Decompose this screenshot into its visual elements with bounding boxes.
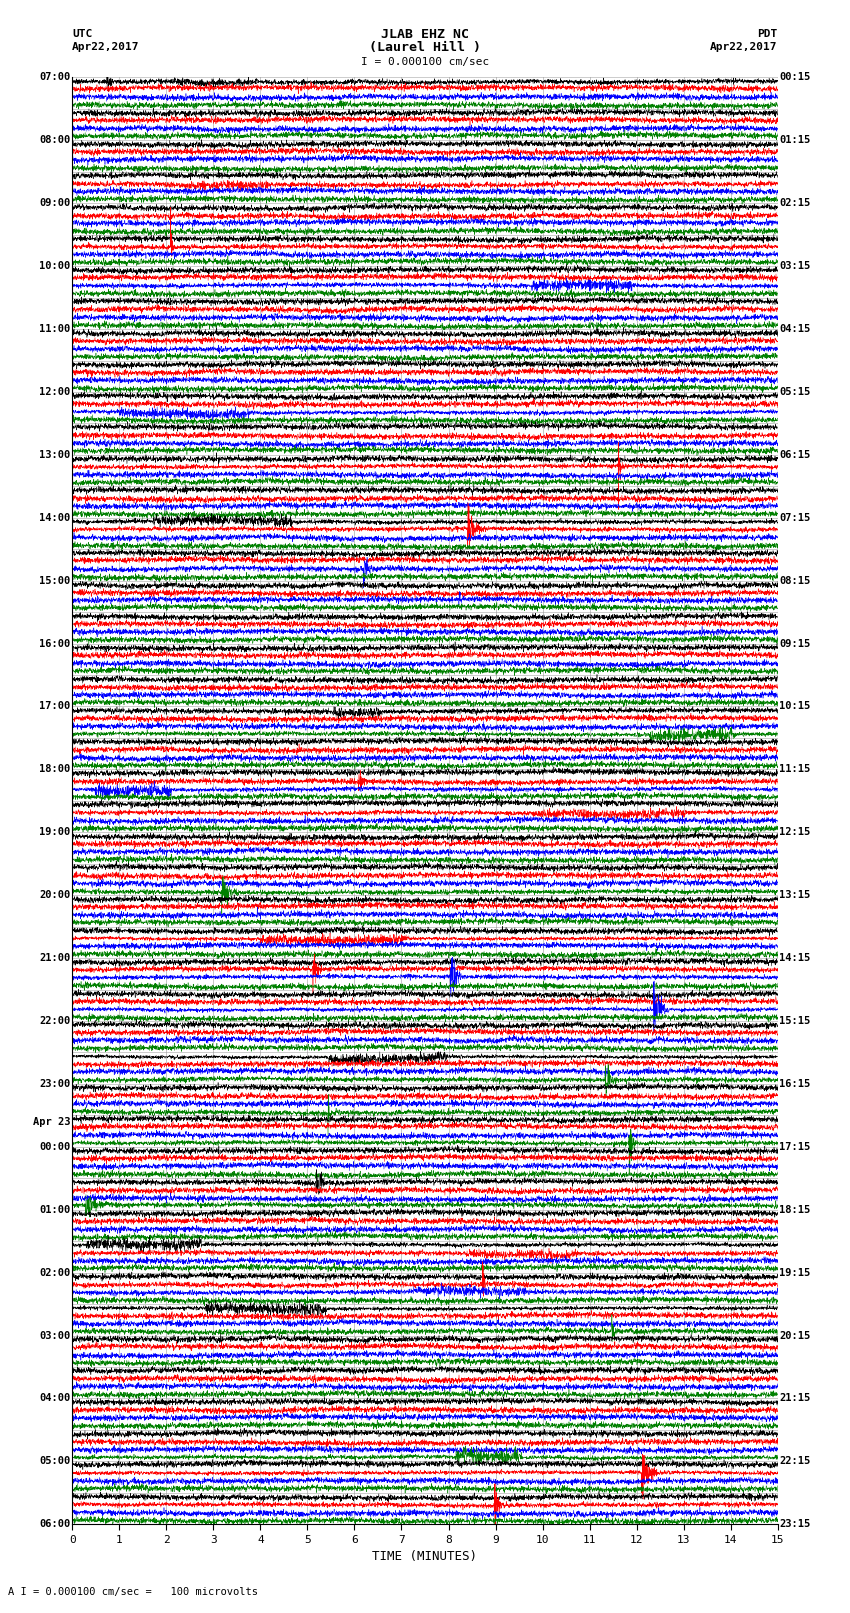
Text: 13:15: 13:15 [779,890,811,900]
Text: 08:00: 08:00 [39,135,71,145]
Text: 06:15: 06:15 [779,450,811,460]
Text: (Laurel Hill ): (Laurel Hill ) [369,40,481,53]
Text: 00:00: 00:00 [39,1142,71,1152]
X-axis label: TIME (MINUTES): TIME (MINUTES) [372,1550,478,1563]
Text: 00:15: 00:15 [779,73,811,82]
Text: 23:00: 23:00 [39,1079,71,1089]
Text: 12:15: 12:15 [779,827,811,837]
Text: 16:00: 16:00 [39,639,71,648]
Text: 07:00: 07:00 [39,73,71,82]
Text: 02:00: 02:00 [39,1268,71,1277]
Text: 12:00: 12:00 [39,387,71,397]
Text: 07:15: 07:15 [779,513,811,523]
Text: 05:00: 05:00 [39,1457,71,1466]
Text: 10:00: 10:00 [39,261,71,271]
Text: 19:00: 19:00 [39,827,71,837]
Text: 20:15: 20:15 [779,1331,811,1340]
Text: Apr22,2017: Apr22,2017 [711,42,778,52]
Text: 13:00: 13:00 [39,450,71,460]
Text: 01:00: 01:00 [39,1205,71,1215]
Text: 17:00: 17:00 [39,702,71,711]
Text: 02:15: 02:15 [779,198,811,208]
Text: 11:00: 11:00 [39,324,71,334]
Text: 09:00: 09:00 [39,198,71,208]
Text: 23:15: 23:15 [779,1519,811,1529]
Text: I = 0.000100 cm/sec: I = 0.000100 cm/sec [361,56,489,66]
Text: 21:15: 21:15 [779,1394,811,1403]
Text: 22:00: 22:00 [39,1016,71,1026]
Text: 11:15: 11:15 [779,765,811,774]
Text: 05:15: 05:15 [779,387,811,397]
Text: 01:15: 01:15 [779,135,811,145]
Text: 15:15: 15:15 [779,1016,811,1026]
Text: 18:00: 18:00 [39,765,71,774]
Text: 22:15: 22:15 [779,1457,811,1466]
Text: PDT: PDT [757,29,778,39]
Text: 03:00: 03:00 [39,1331,71,1340]
Text: 14:00: 14:00 [39,513,71,523]
Text: 04:00: 04:00 [39,1394,71,1403]
Text: 03:15: 03:15 [779,261,811,271]
Text: Apr 23: Apr 23 [33,1116,71,1126]
Text: 06:00: 06:00 [39,1519,71,1529]
Text: 10:15: 10:15 [779,702,811,711]
Text: Apr22,2017: Apr22,2017 [72,42,139,52]
Text: 17:15: 17:15 [779,1142,811,1152]
Text: JLAB EHZ NC: JLAB EHZ NC [381,27,469,40]
Text: 09:15: 09:15 [779,639,811,648]
Text: 16:15: 16:15 [779,1079,811,1089]
Text: 18:15: 18:15 [779,1205,811,1215]
Text: 20:00: 20:00 [39,890,71,900]
Text: 04:15: 04:15 [779,324,811,334]
Text: 14:15: 14:15 [779,953,811,963]
Text: 21:00: 21:00 [39,953,71,963]
Text: A I = 0.000100 cm/sec =   100 microvolts: A I = 0.000100 cm/sec = 100 microvolts [8,1587,258,1597]
Text: 08:15: 08:15 [779,576,811,586]
Text: 15:00: 15:00 [39,576,71,586]
Text: UTC: UTC [72,29,93,39]
Text: 19:15: 19:15 [779,1268,811,1277]
